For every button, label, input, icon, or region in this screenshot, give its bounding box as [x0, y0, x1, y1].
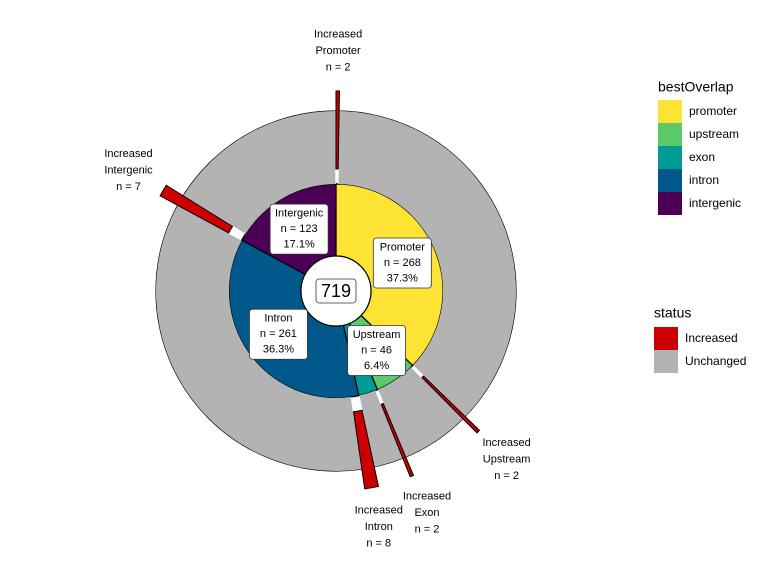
outer-label: Increased [403, 490, 451, 502]
outer-wedge [377, 366, 463, 457]
outer-wedge [159, 184, 234, 234]
gap-wedge [228, 225, 245, 241]
outer-label: Upstream [483, 454, 531, 466]
inner-label: n = 261 [260, 328, 297, 340]
legend-label: intergenic [689, 196, 741, 210]
legend-swatch [658, 146, 682, 169]
legend-swatch [658, 123, 682, 146]
label-box [372, 237, 432, 289]
outer-label: n = 2 [415, 523, 440, 535]
inner-label: 6.4% [364, 360, 389, 372]
outer-label: n = 2 [494, 470, 519, 482]
inner-label: Intergenic [275, 208, 324, 220]
inner-label: 37.3% [387, 272, 418, 284]
outer-label: Increased [314, 28, 362, 40]
legend-label: intron [689, 173, 719, 187]
inner-label: n = 46 [361, 344, 392, 356]
inner-label: Intron [264, 313, 292, 325]
outer-label: Increased [104, 148, 152, 160]
outer-label: Increased [355, 505, 403, 517]
legend-title: bestOverlap [658, 79, 734, 95]
gap-wedge [335, 168, 339, 184]
gap-wedge [375, 390, 384, 405]
inner-label: 17.1% [284, 239, 315, 251]
legend-label: Unchanged [685, 354, 746, 368]
center-box [315, 278, 357, 304]
outer-wedge [421, 375, 481, 434]
legend-swatch [658, 100, 682, 123]
inner-label: Promoter [380, 241, 426, 253]
outer-label: Increased [482, 437, 530, 449]
legend-swatch [654, 327, 678, 350]
outer-label: Exon [414, 507, 439, 519]
legend-swatch [658, 192, 682, 215]
gap-wedge [350, 396, 363, 412]
outer-wedge [352, 409, 380, 490]
legend-label: Increased [685, 331, 738, 345]
legend-label: exon [689, 150, 715, 164]
outer-label: n = 8 [366, 538, 391, 550]
legend-label: upstream [689, 127, 739, 141]
label-box [269, 203, 329, 255]
outer-label: Intergenic [104, 164, 153, 176]
outer-label: n = 7 [116, 181, 141, 193]
outer-label: Intron [365, 521, 393, 533]
inner-label: Upstream [353, 329, 401, 341]
outer-wedge [335, 90, 341, 170]
outer-wedge [337, 111, 517, 417]
legend-swatch [654, 350, 678, 373]
outer-wedge [380, 402, 415, 478]
legend-title: status [654, 305, 691, 321]
outer-label: n = 2 [326, 61, 351, 73]
legend-swatch [658, 169, 682, 192]
label-box [347, 325, 406, 376]
labels: Increased Promoter n = 2 Increased Upstream n… [104, 28, 530, 549]
outer-wedge [358, 390, 403, 467]
outer-wedge [183, 111, 336, 235]
legend: bestOverlap status promoter upstream exon i… [654, 79, 746, 373]
label-box [249, 308, 308, 360]
outer-wedge [156, 205, 362, 472]
inner-label: 36.3% [263, 344, 294, 356]
center-label: 719 [321, 281, 351, 301]
inner-label: n = 123 [281, 223, 318, 235]
inner-label: n = 268 [384, 257, 421, 269]
outer-label: Promoter [315, 45, 361, 57]
gap-wedge [411, 365, 424, 379]
legend-label: promoter [689, 104, 737, 118]
